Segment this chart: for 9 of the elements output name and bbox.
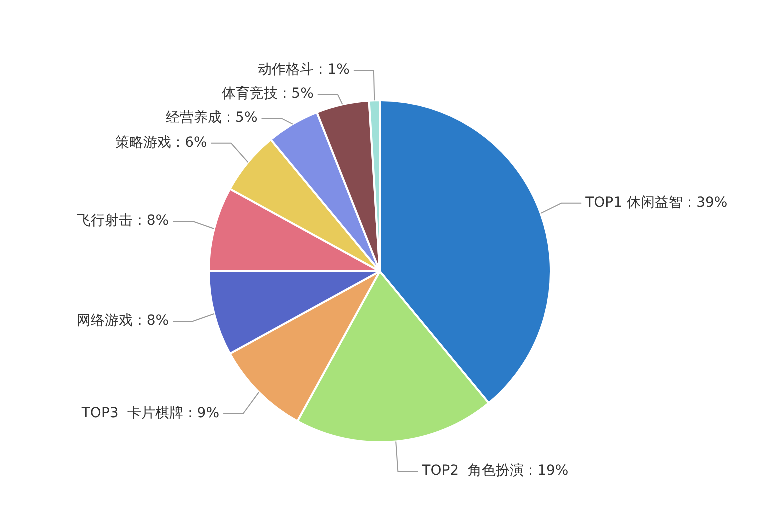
slice-label: TOP2 角色扮演 : 19%	[421, 463, 569, 480]
slice-label: TOP3 卡片棋牌 : 9%	[80, 405, 220, 422]
slice-label: TOP1 休闲益智 : 39%	[584, 195, 728, 212]
slice-label: 飞行射击 : 8%	[77, 213, 170, 230]
slice-label: 动作格斗 : 1%	[258, 62, 350, 78]
slice-label: 网络游戏 : 8%	[77, 313, 170, 330]
slice-label: 体育竞技 : 5%	[222, 85, 314, 102]
slice-label: 经营养成 : 5%	[166, 110, 258, 126]
slice-label: 策略游戏 : 6%	[115, 135, 208, 152]
